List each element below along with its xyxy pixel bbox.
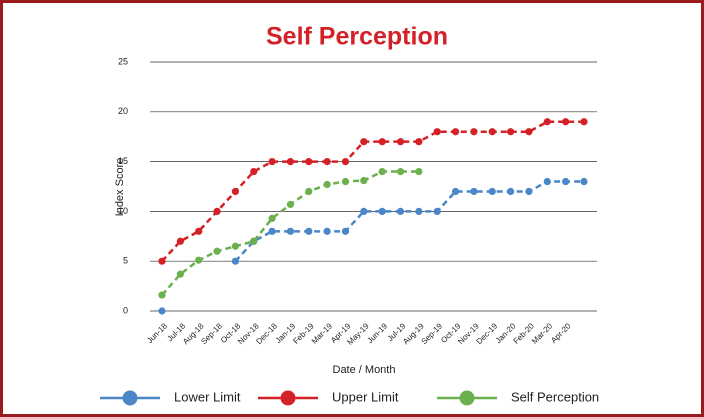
data-point	[176, 237, 184, 245]
x-tick-label: Dec-19	[475, 321, 500, 346]
data-point	[213, 207, 221, 215]
data-point	[580, 118, 588, 126]
x-axis-label: Date / Month	[333, 364, 396, 376]
legend-label: Self Perception	[511, 389, 599, 404]
data-point	[580, 177, 588, 186]
data-point	[231, 187, 239, 196]
y-tick-label: 10	[118, 206, 128, 216]
data-point	[507, 128, 515, 136]
x-tick-label: Dec-18	[254, 321, 279, 346]
data-point	[525, 187, 533, 196]
data-point	[305, 187, 313, 196]
data-point	[378, 167, 386, 176]
legend-item: Self Perception	[437, 389, 599, 406]
data-point	[250, 237, 258, 245]
y-tick-label: 0	[123, 305, 128, 315]
data-point	[360, 138, 368, 146]
data-point	[433, 207, 441, 215]
data-point	[562, 177, 570, 186]
y-tick-label: 5	[123, 256, 128, 266]
data-point	[488, 128, 496, 136]
data-point	[415, 138, 423, 146]
legend-label: Lower Limit	[174, 389, 241, 404]
data-point	[525, 128, 533, 136]
data-point	[543, 118, 551, 126]
x-tick-label: Sep-19	[420, 321, 445, 346]
data-point	[415, 207, 423, 215]
data-point	[305, 158, 313, 166]
data-point	[268, 227, 276, 235]
data-point	[507, 187, 515, 196]
data-point	[341, 158, 350, 166]
data-point	[158, 307, 166, 315]
data-point	[396, 138, 405, 146]
data-point	[488, 187, 496, 196]
data-point	[341, 177, 350, 186]
x-tick-label: Jun-18	[145, 321, 169, 345]
data-point	[470, 128, 478, 136]
data-point	[323, 227, 331, 235]
legend-label: Upper Limit	[332, 389, 399, 404]
data-point	[176, 270, 184, 278]
x-tick-label: Mar-20	[530, 321, 555, 346]
data-point	[543, 177, 551, 186]
y-axis-label: Index Score	[114, 158, 126, 217]
data-point	[562, 118, 570, 126]
data-point	[158, 291, 166, 299]
data-point	[360, 207, 368, 215]
data-point	[323, 158, 331, 166]
data-point	[470, 187, 478, 196]
data-point	[231, 257, 239, 265]
y-tick-label: 15	[118, 156, 128, 166]
legend-item: Upper Limit	[258, 389, 399, 406]
data-point	[378, 207, 386, 215]
y-tick-label: 25	[118, 56, 128, 66]
data-point	[286, 227, 295, 235]
data-point	[231, 242, 239, 250]
x-tick-label: Sep-18	[199, 321, 224, 346]
x-tick-label: Apr-20	[549, 321, 573, 345]
data-point	[195, 256, 203, 264]
data-point	[415, 167, 423, 176]
data-point	[323, 180, 331, 189]
legend-item: Lower Limit	[100, 389, 241, 406]
y-tick-label: 20	[118, 106, 128, 116]
data-point	[305, 227, 313, 235]
legend-marker	[459, 390, 475, 406]
chart-title: Self Perception	[266, 23, 448, 51]
data-point	[451, 187, 460, 196]
data-point	[433, 128, 441, 136]
data-point	[396, 207, 405, 215]
data-point	[158, 257, 166, 265]
data-point	[250, 167, 258, 176]
x-tick-label: Mar-19	[310, 321, 335, 346]
data-point	[286, 158, 295, 166]
data-point	[396, 167, 405, 176]
data-point	[378, 138, 386, 146]
x-tick-label: Jun-19	[365, 321, 389, 345]
data-point	[360, 176, 368, 185]
data-point	[195, 227, 203, 235]
data-point	[451, 128, 460, 136]
data-point	[286, 200, 295, 209]
data-point	[213, 247, 221, 255]
legend-marker	[280, 390, 296, 406]
data-point	[268, 214, 276, 222]
data-point	[268, 158, 276, 166]
legend-marker	[122, 390, 138, 406]
data-point	[341, 227, 350, 235]
series-line	[234, 180, 584, 263]
